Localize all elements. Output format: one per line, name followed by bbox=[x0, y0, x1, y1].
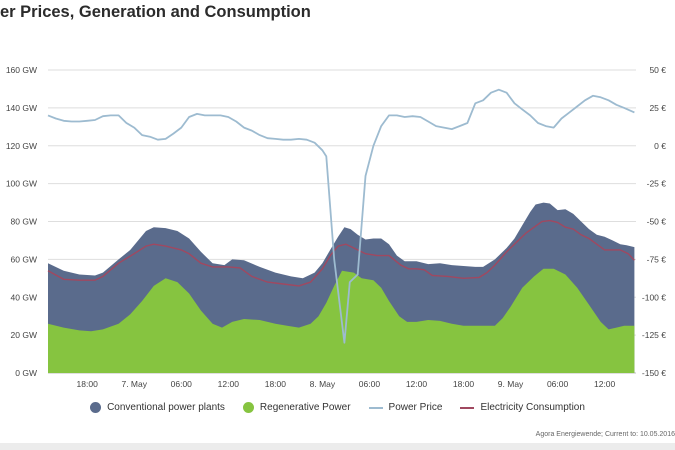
x-tick-label: 18:00 bbox=[265, 379, 287, 389]
legend-label-price: Power Price bbox=[388, 402, 443, 413]
legend-item-regenerative[interactable]: Regenerative Power bbox=[242, 402, 351, 413]
y-right-tick-label: 0 € bbox=[654, 141, 666, 151]
y-right-tick-label: -100 € bbox=[642, 292, 666, 302]
legend-swatch-consumption bbox=[460, 406, 475, 409]
y-left-tick-label: 40 GW bbox=[11, 292, 37, 302]
x-tick-label: 06:00 bbox=[359, 379, 381, 389]
x-tick-label: 8. May bbox=[310, 379, 336, 389]
x-tick-label: 18:00 bbox=[453, 379, 475, 389]
legend-swatch-price bbox=[368, 406, 383, 409]
legend-swatch-regenerative bbox=[242, 402, 254, 413]
x-tick-label: 06:00 bbox=[547, 379, 569, 389]
y-left-tick-label: 160 GW bbox=[6, 65, 37, 75]
y-left-tick-label: 0 GW bbox=[15, 368, 37, 378]
footer-bar bbox=[0, 443, 675, 450]
series-price-line bbox=[47, 88, 635, 344]
y-right-tick-label: -25 € bbox=[647, 179, 667, 189]
x-tick-label: 12:00 bbox=[406, 379, 428, 389]
y-left-tick-label: 100 GW bbox=[6, 179, 37, 189]
y-right-tick-label: 50 € bbox=[649, 65, 666, 75]
y-right-tick-label: 25 € bbox=[649, 103, 666, 113]
x-tick-label: 12:00 bbox=[594, 379, 616, 389]
x-tick-label: 9. May bbox=[498, 379, 524, 389]
legend-label-consumption: Electricity Consumption bbox=[480, 402, 585, 413]
x-tick-label: 7. May bbox=[121, 379, 147, 389]
y-right-tick-label: -150 € bbox=[642, 368, 666, 378]
chart-legend: Conventional power plants Regenerative P… bbox=[0, 402, 675, 413]
legend-label-regenerative: Regenerative Power bbox=[259, 402, 351, 413]
x-tick-label: 06:00 bbox=[171, 379, 193, 389]
legend-swatch-conventional bbox=[90, 402, 102, 413]
series-consumption-line bbox=[47, 219, 635, 287]
y-left-tick-label: 120 GW bbox=[6, 141, 37, 151]
y-left-tick-label: 80 GW bbox=[11, 217, 37, 227]
y-right-tick-label: -125 € bbox=[642, 330, 666, 340]
page-title: er Prices, Generation and Consumption bbox=[0, 3, 311, 21]
x-tick-label: 18:00 bbox=[77, 379, 99, 389]
legend-item-consumption[interactable]: Electricity Consumption bbox=[460, 402, 585, 413]
legend-label-conventional: Conventional power plants bbox=[107, 402, 225, 413]
x-tick-label: 12:00 bbox=[218, 379, 240, 389]
legend-item-price[interactable]: Power Price bbox=[368, 402, 443, 413]
y-left-tick-label: 20 GW bbox=[11, 330, 37, 340]
y-right-tick-label: -50 € bbox=[647, 217, 667, 227]
source-credit: Agora Energiewende; Current to: 10.05.20… bbox=[535, 431, 675, 438]
y-left-tick-label: 60 GW bbox=[11, 254, 37, 264]
y-left-tick-label: 140 GW bbox=[6, 103, 37, 113]
legend-item-conventional[interactable]: Conventional power plants bbox=[90, 402, 225, 413]
y-right-tick-label: -75 € bbox=[647, 254, 667, 264]
